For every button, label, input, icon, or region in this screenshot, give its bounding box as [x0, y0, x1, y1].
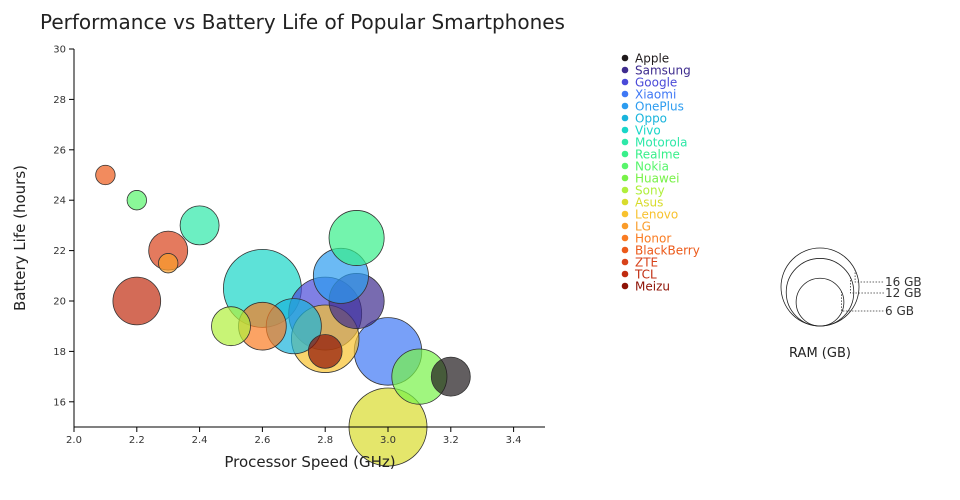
y-tick-label: 16	[53, 397, 66, 408]
legend-label-oneplus: OnePlus	[635, 100, 684, 114]
y-tick-label: 26	[53, 145, 66, 156]
legend-swatch-oppo	[621, 114, 629, 122]
legend-label-zte: ZTE	[635, 256, 658, 270]
legend-swatch-apple	[621, 54, 629, 62]
legend-label-motorola: Motorola	[635, 136, 687, 150]
bubble-blackberry[interactable]	[95, 164, 116, 186]
legend-label-honor: Honor	[635, 232, 671, 246]
plot-background	[74, 49, 545, 427]
chart-title: Performance vs Battery Life of Popular S…	[40, 10, 565, 34]
y-tick-label: 30	[53, 45, 66, 56]
size-legend-leader	[849, 277, 884, 294]
x-tick-label: 2.0	[66, 435, 82, 446]
legend-label-lg: LG	[635, 220, 651, 234]
legend-swatch-lenovo	[621, 210, 629, 218]
bubble-sony[interactable]	[211, 306, 251, 347]
plot-area: 2.0 2.2 2.4 2.6 2.8 3.0 3.2 3.4 16 18 20 22 24 26 28 30	[53, 45, 545, 467]
size-legend-circle	[795, 277, 845, 327]
legend-swatch-asus	[621, 198, 629, 206]
axes: 2.0 2.2 2.4 2.6 2.8 3.0 3.2 3.4 16 18 20 22 24 26 28 30	[53, 45, 545, 446]
x-tick-label: 2.2	[129, 435, 145, 446]
legend-label-nokia: Nokia	[635, 160, 669, 174]
legend-swatch-sony	[621, 186, 629, 194]
legend-swatch-vivo	[621, 126, 629, 134]
size-legend-circle	[785, 258, 855, 327]
x-tick-label: 2.4	[192, 435, 208, 446]
legend-swatch-honor	[621, 234, 629, 242]
legend-swatch-realme	[621, 150, 629, 158]
legend-label-samsung: Samsung	[635, 64, 691, 78]
size-legend-label: 16 GB	[885, 275, 922, 289]
y-tick-label: 22	[53, 246, 66, 257]
bubble-tcl[interactable]	[112, 276, 162, 326]
legend-label-xiaomi: Xiaomi	[635, 88, 676, 102]
bubble-realme[interactable]	[328, 210, 385, 266]
legend-swatch-meizu	[621, 282, 629, 290]
legend-swatch-lg	[621, 222, 629, 230]
bubble-lg[interactable]	[158, 253, 179, 274]
size-legend-leader	[854, 269, 884, 283]
legend-swatch-nokia	[621, 162, 629, 170]
size-legend-label: 6 GB	[885, 304, 914, 318]
legend-swatch-xiaomi	[621, 90, 629, 98]
legend-label-meizu: Meizu	[635, 280, 670, 294]
size-legend-label: 12 GB	[885, 286, 922, 300]
legend-swatch-tcl	[621, 270, 629, 278]
legend-swatch-blackberry	[621, 246, 629, 254]
legend-label-blackberry: BlackBerry	[635, 244, 700, 258]
x-tick-label: 2.8	[317, 435, 333, 446]
size-legend-leader	[841, 291, 884, 312]
x-tick-label: 2.6	[254, 435, 270, 446]
legend-label-vivo: Vivo	[635, 124, 661, 138]
x-tick-label: 3.0	[380, 435, 396, 446]
y-axis-title: Battery Life (hours)	[11, 165, 29, 311]
y-tick-label: 28	[53, 95, 66, 106]
legend-swatch-zte	[621, 258, 629, 266]
legend-swatch-samsung	[621, 66, 629, 74]
legend-swatch-motorola	[621, 138, 629, 146]
y-tick-label: 24	[53, 196, 66, 207]
legend-swatch-huawei	[621, 174, 629, 182]
legend-label-sony: Sony	[635, 184, 665, 198]
legend-label-tcl: TCL	[634, 268, 657, 282]
legend-label-google: Google	[635, 76, 677, 90]
legend-label-oppo: Oppo	[635, 112, 667, 126]
legend-label-lenovo: Lenovo	[635, 208, 678, 222]
y-tick-label: 20	[53, 297, 66, 308]
legend-label-realme: Realme	[635, 148, 680, 162]
x-axis-title: Processor Speed (GHz)	[224, 453, 395, 471]
bubble-meizu[interactable]	[307, 334, 343, 369]
size-legend-circle	[780, 247, 860, 327]
bubble-apple[interactable]	[430, 356, 471, 397]
size-legend-title: RAM (GB)	[789, 346, 851, 361]
legend-label-huawei: Huawei	[635, 172, 680, 186]
bubble-nokia[interactable]	[126, 190, 147, 211]
bubble-layer	[95, 164, 471, 467]
x-tick-label: 3.4	[506, 435, 522, 446]
bubble-motorola[interactable]	[179, 205, 220, 246]
legend: AppleSamsungGoogleXiaomiOnePlusOppoVivoM…	[621, 52, 700, 294]
y-tick-label: 18	[53, 347, 66, 358]
legend-label-asus: Asus	[635, 196, 663, 210]
legend-swatch-oneplus	[621, 102, 629, 110]
x-tick-label: 3.2	[443, 435, 459, 446]
legend-swatch-google	[621, 78, 629, 86]
legend-label-apple: Apple	[635, 52, 669, 66]
